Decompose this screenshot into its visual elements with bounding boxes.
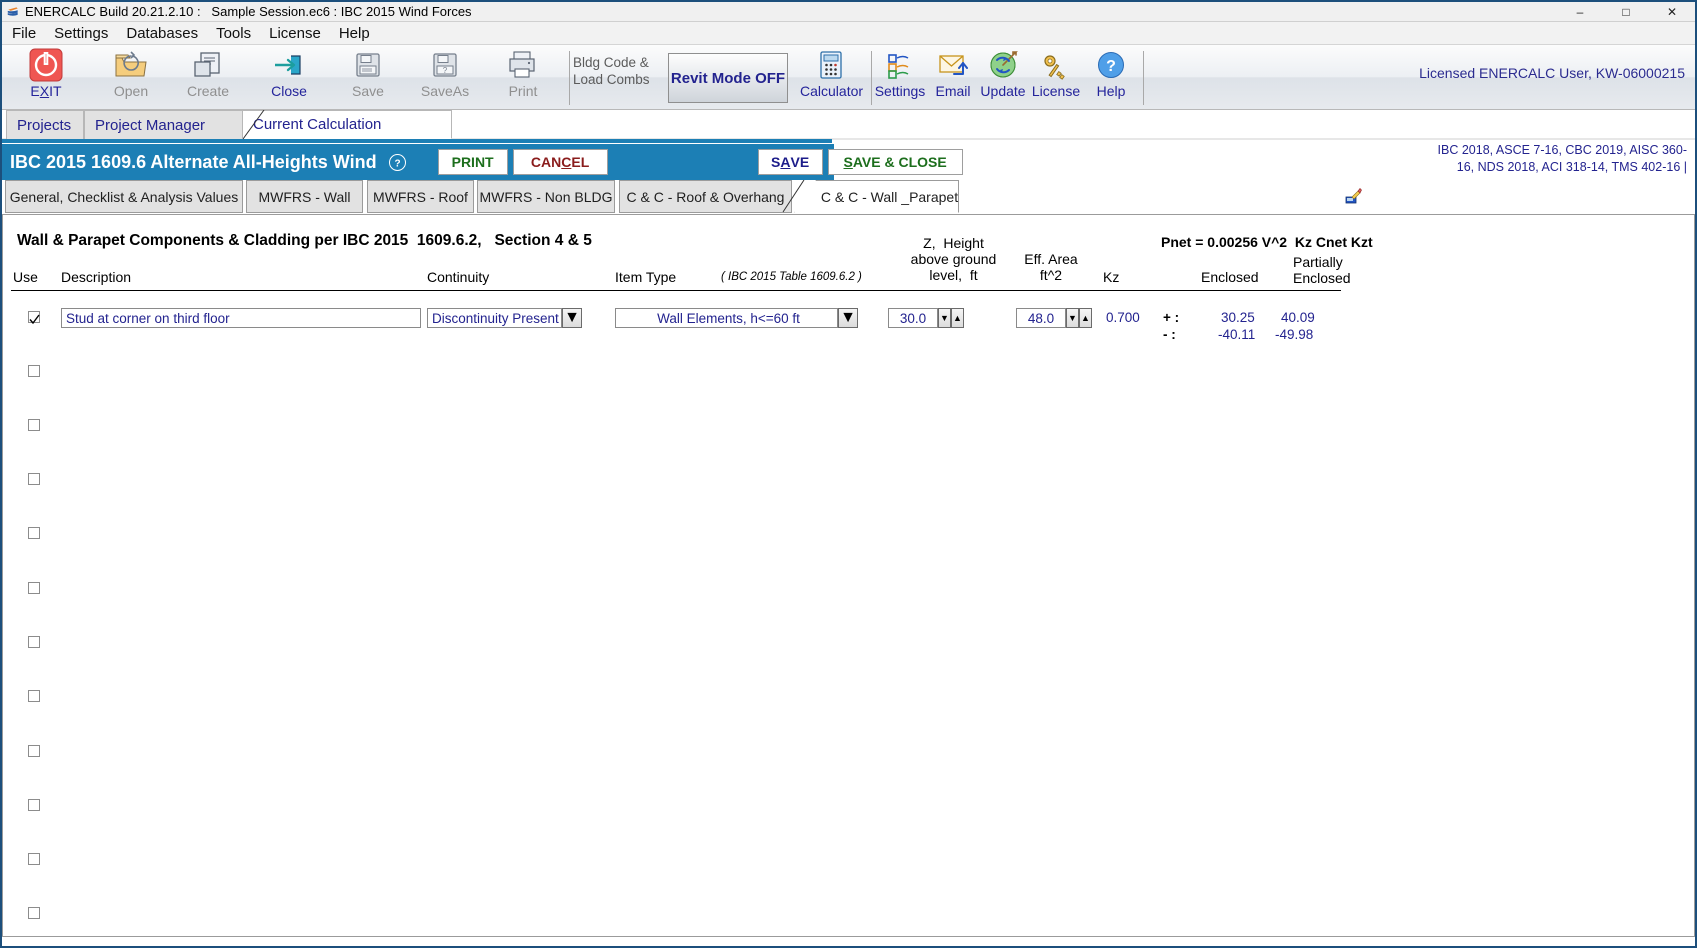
- svg-text:?: ?: [443, 66, 448, 75]
- svg-text:?: ?: [1106, 58, 1116, 75]
- svg-text:?: ?: [394, 158, 400, 169]
